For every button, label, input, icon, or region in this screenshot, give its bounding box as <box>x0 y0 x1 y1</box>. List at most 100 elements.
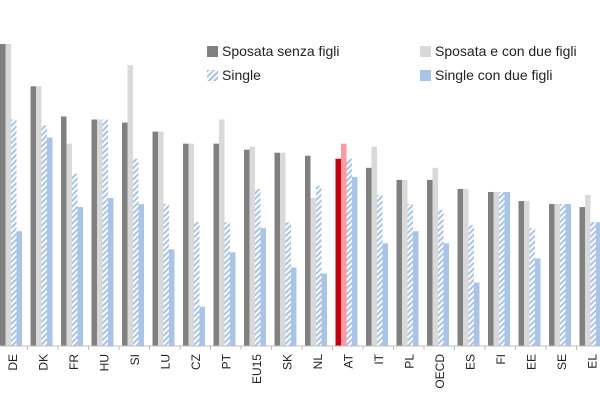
bar-eu15-3 <box>260 228 266 346</box>
bar-eu15-1 <box>249 146 255 346</box>
x-label-oecd: OECD <box>433 354 447 389</box>
bar-el-0 <box>579 207 585 346</box>
bar-pl-1 <box>402 179 408 346</box>
bar-cz-0 <box>183 143 189 346</box>
x-label-dk: DK <box>37 354 51 371</box>
bar-nl-1 <box>310 198 316 346</box>
bar-eu15-0 <box>244 149 250 346</box>
bar-at-2 <box>346 158 352 346</box>
bar-si-1 <box>127 65 133 346</box>
bar-cz-1 <box>188 143 194 346</box>
bar-ee-0 <box>518 201 524 346</box>
bar-dk-0 <box>30 86 36 346</box>
bar-fi-2 <box>499 191 505 346</box>
bar-it-2 <box>377 195 383 346</box>
x-label-cz: CZ <box>189 354 203 370</box>
x-label-hu: HU <box>98 354 112 371</box>
legend-label: Sposata senza figli <box>222 43 340 59</box>
bar-sk-3 <box>291 267 297 346</box>
bar-nl-3 <box>321 273 327 346</box>
bar-sk-0 <box>274 152 280 346</box>
x-axis-ticks <box>27 346 577 350</box>
x-axis-labels: DE DK FR HU SI LU CZ PT EU15 SK NL AT IT PL OECD ES FI EE… <box>6 353 600 388</box>
bar-fr-2 <box>72 173 78 346</box>
bar-pt-0 <box>213 143 219 346</box>
bar-pt-1 <box>219 119 225 346</box>
x-label-ee: EE <box>525 354 539 370</box>
bar-sk-2 <box>285 222 291 346</box>
bar-at-1 <box>341 143 347 346</box>
bar-es-1 <box>463 188 469 346</box>
bar-fr-3 <box>77 207 83 346</box>
x-label-se: SE <box>555 354 569 370</box>
bars-group <box>0 44 600 347</box>
bar-lu-1 <box>158 131 164 346</box>
legend-item-single: Single <box>207 67 261 83</box>
bar-dk-1 <box>36 86 42 346</box>
x-label-pl: PL <box>403 354 417 369</box>
bar-lu-0 <box>152 131 158 346</box>
legend-item-sposata-con-figli: Sposata e con due figli <box>420 43 577 59</box>
bar-oecd-3 <box>443 243 449 346</box>
x-label-at: AT <box>342 353 356 368</box>
bar-fr-1 <box>66 143 72 346</box>
legend-item-sposata-senza-figli: Sposata senza figli <box>207 43 340 59</box>
bar-eu15-2 <box>255 188 261 346</box>
bar-pt-3 <box>230 252 236 346</box>
x-label-eu15: EU15 <box>250 354 264 384</box>
bar-oecd-0 <box>427 179 433 346</box>
x-label-si: SI <box>128 354 142 365</box>
bar-hu-3 <box>108 198 114 346</box>
bar-de-0 <box>0 44 6 346</box>
bar-fi-1 <box>493 191 499 346</box>
bar-hu-0 <box>91 119 97 346</box>
bar-de-3 <box>16 231 22 346</box>
bar-dk-3 <box>47 137 53 346</box>
bar-cz-3 <box>199 306 205 346</box>
bar-ee-2 <box>529 228 535 346</box>
bar-fi-0 <box>488 191 494 346</box>
bar-fr-0 <box>61 116 67 346</box>
legend-swatch-blue-icon <box>420 69 431 81</box>
bar-es-3 <box>474 282 480 346</box>
x-label-nl: NL <box>311 354 325 370</box>
bar-pl-2 <box>407 204 413 346</box>
legend-swatch-hatch-icon <box>207 69 218 81</box>
bar-el-1 <box>585 195 591 346</box>
bar-dk-2 <box>41 125 47 346</box>
bar-es-0 <box>457 188 463 346</box>
bar-it-1 <box>371 146 377 346</box>
bar-se-1 <box>554 204 560 346</box>
legend-label: Single <box>222 67 261 83</box>
bar-nl-2 <box>316 185 322 346</box>
x-label-fr: FR <box>67 354 81 370</box>
bar-de-2 <box>11 119 17 346</box>
bar-pl-3 <box>413 231 419 346</box>
bar-at-0 <box>335 158 341 346</box>
x-label-de: DE <box>6 354 20 371</box>
bar-se-0 <box>549 204 555 346</box>
bar-ee-1 <box>524 201 530 346</box>
bar-oecd-2 <box>438 210 444 346</box>
bar-si-3 <box>138 204 144 346</box>
bar-el-2 <box>590 222 596 346</box>
bar-it-0 <box>366 167 372 346</box>
bar-se-2 <box>560 204 566 346</box>
bar-at-3 <box>352 176 358 346</box>
bar-de-1 <box>5 44 11 346</box>
x-label-sk: SK <box>281 354 295 370</box>
x-label-it: IT <box>372 353 386 364</box>
bar-es-2 <box>468 225 474 346</box>
bar-si-0 <box>122 122 128 347</box>
bar-pt-2 <box>224 222 230 346</box>
x-label-el: EL <box>586 354 600 369</box>
bar-lu-3 <box>169 249 175 346</box>
legend-label: Sposata e con due figli <box>435 43 577 59</box>
bar-oecd-1 <box>432 167 438 346</box>
bar-hu-2 <box>102 119 108 346</box>
bar-se-3 <box>565 204 571 346</box>
bar-nl-0 <box>305 155 311 346</box>
legend-label: Single con due figli <box>435 67 553 83</box>
legend-item-single-con-figli: Single con due figli <box>420 67 553 83</box>
